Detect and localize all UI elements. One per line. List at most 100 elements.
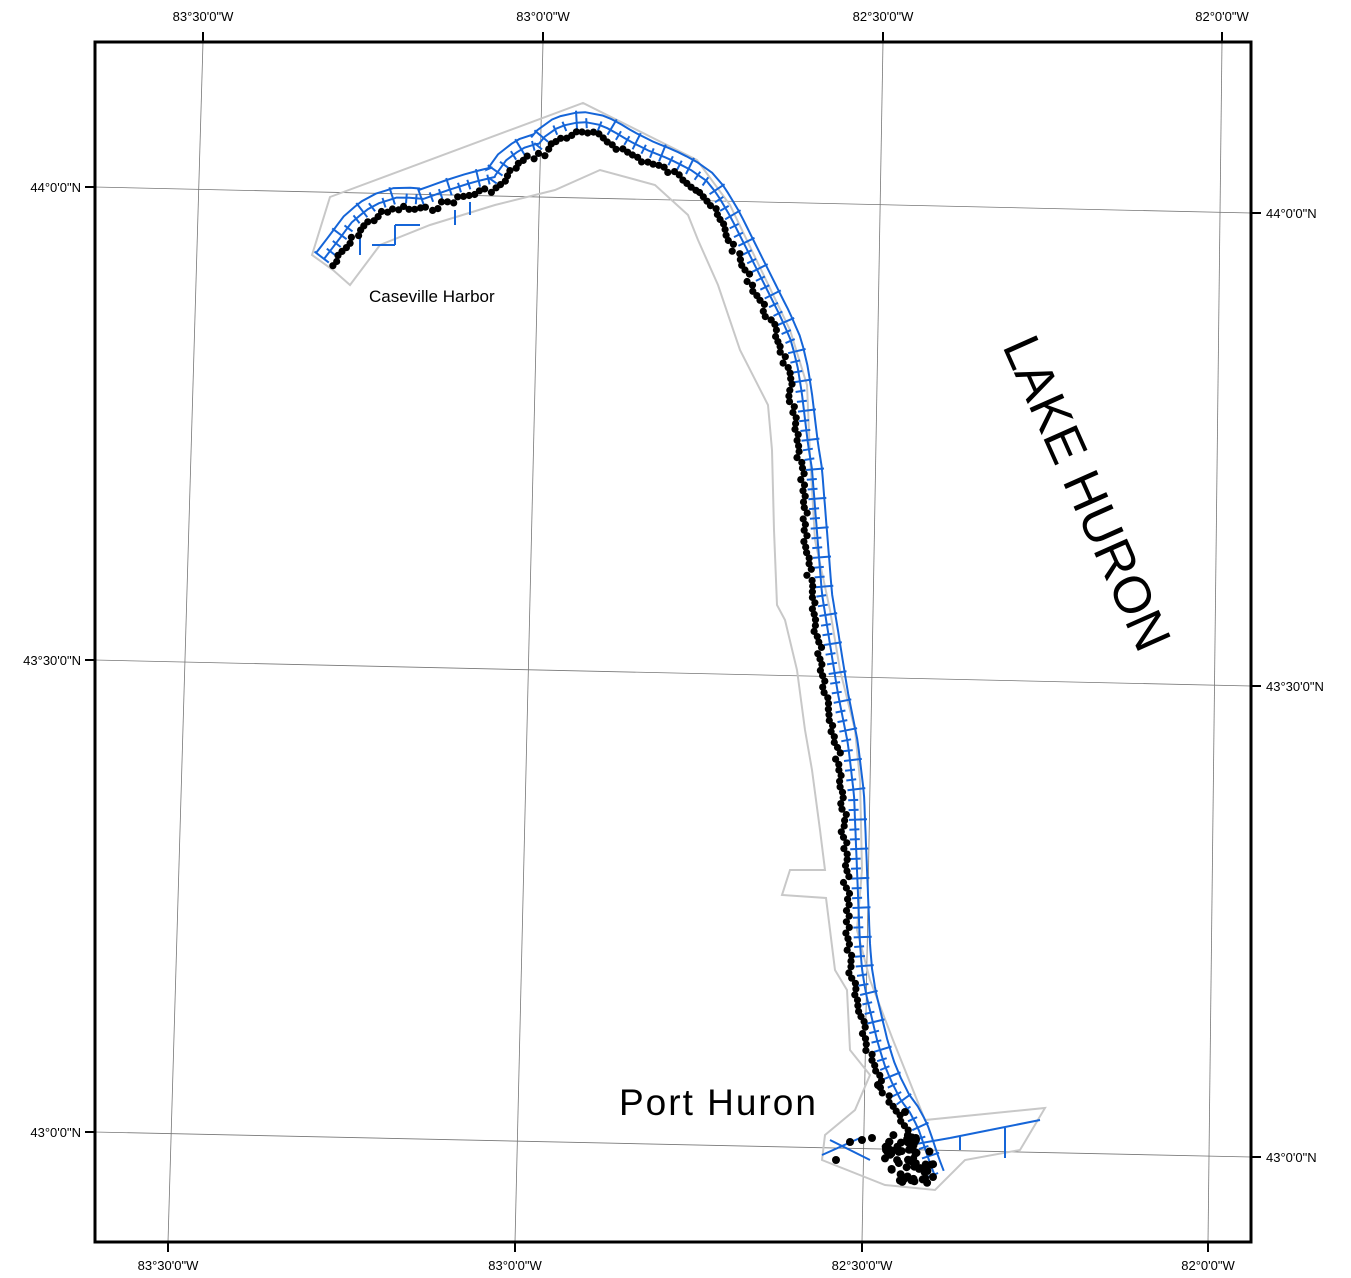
transect-line xyxy=(514,138,526,156)
left-lat-label: 44°0'0"N xyxy=(30,180,81,195)
shoreline-point xyxy=(810,627,818,636)
transect-line xyxy=(781,329,792,336)
transect-line xyxy=(844,768,856,772)
shoreline-point xyxy=(868,1050,876,1058)
shoreline-point xyxy=(842,929,850,937)
transect-line xyxy=(835,709,846,714)
transect-line xyxy=(487,164,504,177)
transect-line xyxy=(355,202,369,218)
transect-line xyxy=(828,670,847,675)
shoreline-point xyxy=(805,554,813,562)
shoreline-point xyxy=(837,800,845,808)
transect-line xyxy=(825,652,836,656)
shoreline-point xyxy=(781,353,789,361)
shoreline-point xyxy=(811,621,820,630)
shoreline-point xyxy=(743,277,751,286)
shoreline-point xyxy=(421,203,429,211)
transect-line xyxy=(615,130,622,141)
transect-line xyxy=(864,1010,875,1015)
shoreline-point xyxy=(821,677,829,685)
transect-line xyxy=(807,487,818,491)
shoreline-point xyxy=(803,549,811,557)
shoreline-point xyxy=(929,1160,938,1169)
bottom-lon-label: 82°30'0"W xyxy=(832,1258,893,1273)
shoreline-points xyxy=(329,128,938,1187)
shoreline-point xyxy=(660,163,668,171)
shoreline-point xyxy=(675,171,683,179)
shoreline-point xyxy=(333,257,341,266)
transect-line xyxy=(416,187,425,206)
transect-line xyxy=(388,186,396,205)
shoreline-point xyxy=(786,386,794,394)
shoreline-point xyxy=(829,722,837,730)
shoreline-point xyxy=(557,134,565,142)
transect-line xyxy=(701,176,710,187)
transect-line xyxy=(719,205,730,212)
shoreline-point xyxy=(903,1131,912,1140)
right-lat-label: 44°0'0"N xyxy=(1266,206,1317,221)
transect-line xyxy=(486,174,491,185)
shoreline-point xyxy=(923,1167,932,1175)
shoreline-point xyxy=(824,705,833,713)
transect-line xyxy=(759,284,770,291)
transect-line xyxy=(851,876,870,880)
parallel-43-00 xyxy=(94,1131,1252,1158)
transect-line xyxy=(855,964,874,968)
shoreline-point xyxy=(724,236,732,245)
shoreline-point xyxy=(843,839,851,847)
shoreline-point xyxy=(809,582,817,590)
shoreline-point xyxy=(797,476,805,484)
shoreline-point xyxy=(788,380,796,388)
transect-line xyxy=(831,690,842,695)
transect-line xyxy=(667,155,674,166)
shoreline-point xyxy=(437,198,446,206)
transect-line xyxy=(850,847,869,851)
shoreline-point xyxy=(388,205,397,213)
shoreline-point xyxy=(885,1092,893,1100)
transect-line xyxy=(790,359,801,364)
transect-line xyxy=(854,955,865,958)
caseville-harbor-label: Caseville Harbor xyxy=(369,287,495,306)
shoreline-point xyxy=(860,1018,868,1026)
transect-line xyxy=(796,399,807,403)
shoreline-point xyxy=(787,375,795,383)
transect-line xyxy=(841,738,852,743)
meridian-83-30 xyxy=(167,41,204,1243)
shoreline-point xyxy=(848,951,856,960)
top-lon-label: 83°0'0"W xyxy=(516,9,570,24)
shoreline-point xyxy=(795,442,803,450)
shoreline-point xyxy=(800,481,809,489)
transect-line xyxy=(896,1093,912,1106)
transect-line xyxy=(640,144,647,155)
shoreline-point xyxy=(858,1136,866,1144)
transect-line xyxy=(773,310,783,317)
shoreline-point xyxy=(862,1046,870,1054)
shoreline-point xyxy=(819,683,827,691)
shoreline-point xyxy=(871,1061,879,1069)
transect-line xyxy=(533,142,543,151)
shoreline-point xyxy=(840,845,848,853)
shoreline-point xyxy=(578,128,586,136)
transect-line xyxy=(911,1121,929,1132)
shoreline-point xyxy=(832,1156,840,1164)
shoreline-point xyxy=(712,205,720,213)
shoreline-point xyxy=(736,256,745,264)
transect-line xyxy=(623,135,631,146)
transect-line xyxy=(843,757,862,762)
transect-line xyxy=(830,681,841,685)
shoreline-point xyxy=(836,783,844,791)
shoreline-point xyxy=(638,158,646,166)
shoreline-point xyxy=(721,225,729,234)
transect-line xyxy=(815,584,834,589)
left-lat-label: 43°30'0"N xyxy=(23,653,81,668)
bottom-lon-label: 83°0'0"W xyxy=(488,1258,542,1273)
parallel-44-00 xyxy=(94,186,1252,214)
transect-line xyxy=(846,778,857,782)
shoreline-point xyxy=(803,571,811,579)
transect-line xyxy=(531,140,536,151)
transect-line xyxy=(809,507,820,511)
transect-line xyxy=(368,202,376,212)
transect-line xyxy=(787,348,806,355)
shoreline-point xyxy=(799,515,807,523)
transect-line xyxy=(405,193,408,204)
